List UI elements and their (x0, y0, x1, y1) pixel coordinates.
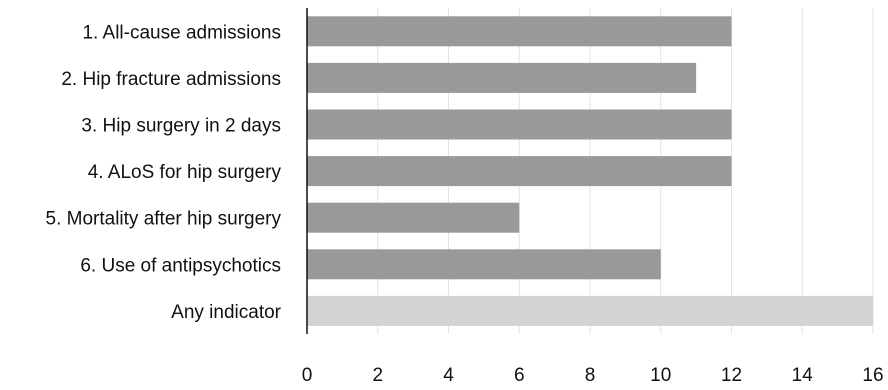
x-tick-label: 10 (650, 365, 671, 386)
bar (307, 62, 697, 93)
bar (307, 109, 732, 140)
category-label: 5. Mortality after hip surgery (46, 209, 282, 230)
x-tick-label: 4 (443, 365, 454, 386)
category-label: 6. Use of antipsychotics (80, 255, 281, 276)
x-tick-label: 6 (514, 365, 525, 386)
category-label: 3. Hip surgery in 2 days (81, 116, 281, 137)
category-label: 4. ALoS for hip surgery (88, 162, 282, 183)
x-tick-labels: 0 2 4 6 8 10 12 14 16 (302, 365, 884, 386)
x-tick-label: 2 (372, 365, 383, 386)
category-label: 1. All-cause admissions (82, 22, 281, 43)
category-label: Any indicator (171, 302, 282, 323)
bar (307, 249, 661, 280)
x-tick-label: 16 (862, 365, 883, 386)
bar (307, 202, 520, 233)
category-labels: 1. All-cause admissions 2. Hip fracture a… (46, 22, 282, 323)
x-tick-label: 0 (302, 365, 313, 386)
category-label: 2. Hip fracture admissions (61, 69, 281, 90)
bars (307, 16, 873, 326)
x-tick-label: 8 (585, 365, 596, 386)
bar (307, 16, 732, 47)
bar (307, 156, 732, 187)
x-tick-label: 14 (792, 365, 814, 386)
x-tick-label: 12 (721, 365, 742, 386)
bar (307, 295, 873, 326)
